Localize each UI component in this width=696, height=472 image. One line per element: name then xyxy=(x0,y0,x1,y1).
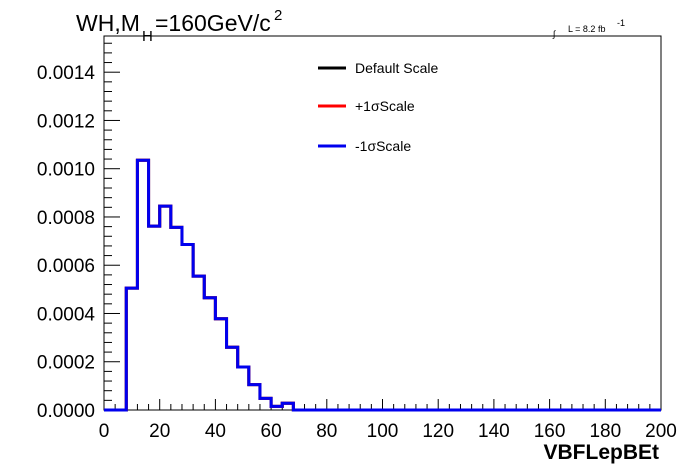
legend: Default Scale +1σScale -1σScale xyxy=(318,60,438,154)
x-tick-label: 40 xyxy=(205,421,226,442)
x-tick-label: 160 xyxy=(534,421,566,442)
series-layer xyxy=(104,158,661,412)
legend-label-minus1sigma: -1σScale xyxy=(355,138,411,154)
y-tick-label: 0.0014 xyxy=(37,63,96,84)
legend-entry-minus1sigma: -1σScale xyxy=(318,138,411,154)
y-tick-label: 0.0012 xyxy=(37,111,95,132)
x-tick-label: 20 xyxy=(149,421,170,442)
legend-entry-default: Default Scale xyxy=(318,60,438,76)
title-value: =160GeV/c xyxy=(155,10,271,36)
y-tick-label: 0.0008 xyxy=(37,208,95,229)
x-tick-label: 100 xyxy=(367,421,399,442)
y-tick-label: 0.0004 xyxy=(37,304,96,325)
x-tick-label: 80 xyxy=(316,421,337,442)
title-main: WH,M xyxy=(76,10,140,36)
y-tick-label: 0.0002 xyxy=(37,353,95,374)
x-tick-label: 200 xyxy=(645,421,677,442)
x-tick-label: 0 xyxy=(99,421,110,442)
lumi-integral: ∫ xyxy=(552,29,557,39)
x-axis-title: VBFLepBEt xyxy=(544,441,660,464)
series-line-0 xyxy=(104,158,661,412)
legend-entry-plus1sigma: +1σScale xyxy=(318,98,415,114)
x-axis: 0 20 40 60 80 100 120 140 160 180 200 xyxy=(99,399,677,442)
title-superscript: 2 xyxy=(274,7,282,24)
y-tick-label: 0.0010 xyxy=(37,160,95,181)
series-line-2 xyxy=(104,158,661,412)
legend-label-default: Default Scale xyxy=(355,60,438,76)
x-tick-label: 60 xyxy=(261,421,282,442)
x-tick-label: 140 xyxy=(478,421,510,442)
chart-title: WH,M H =160GeV/c 2 xyxy=(76,7,282,45)
lumi-text: L = 8.2 fb xyxy=(568,24,605,34)
y-tick-label: 0.0000 xyxy=(37,401,95,422)
luminosity-label: ∫ L = 8.2 fb -1 xyxy=(552,18,625,39)
series-line-1 xyxy=(104,158,661,412)
legend-label-plus1sigma: +1σScale xyxy=(355,98,415,114)
x-tick-label: 120 xyxy=(422,421,454,442)
x-tick-label: 180 xyxy=(589,421,621,442)
y-tick-label: 0.0006 xyxy=(37,256,95,277)
plot-frame xyxy=(103,35,662,411)
y-axis: 0.0000 0.0002 0.0004 0.0006 0.0008 0.0010 0.00… xyxy=(37,42,120,422)
lumi-superscript: -1 xyxy=(617,18,625,28)
